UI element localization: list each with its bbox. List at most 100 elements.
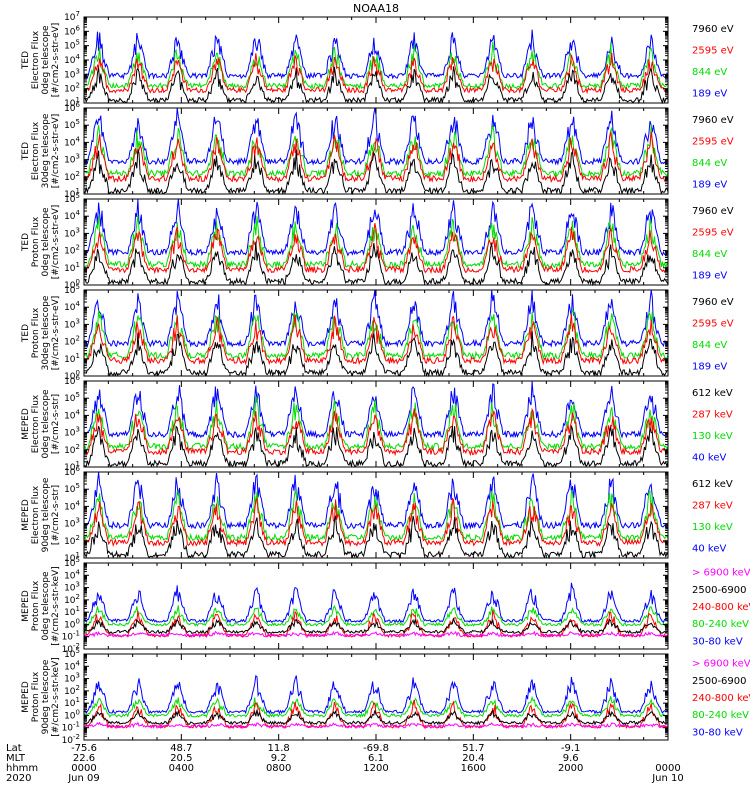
y-tick-label: 104 (64, 659, 80, 672)
y-tick-label: 10-2 (62, 642, 80, 655)
panel-frame (83, 380, 669, 468)
series-trace-189-ev (83, 198, 669, 257)
y-tick-label: 101 (64, 187, 80, 200)
y-axis-label: TEDElectron Flux0deg telescope[#/cm2-s-s… (21, 23, 61, 98)
legend-189-ev: 189 eV (692, 179, 727, 190)
legend-240-800-kev: 240-800 keV (692, 602, 750, 613)
y-tick-label: 102 (64, 335, 80, 348)
legend--6900-kev: > 6900 keV (692, 568, 750, 579)
y-tick-label: 103 (64, 517, 80, 530)
y-axis-label: MEPEDElectron Flux90deg telescope[#/cm2-… (21, 477, 61, 552)
x-tick-label-date: Jun 09 (67, 773, 100, 784)
series-trace-7960-ev (83, 66, 668, 105)
y-tick-label: 100 (64, 369, 80, 382)
x-tick-label-lat: 51.7 (462, 743, 484, 754)
legend-30-80-kev: 30-80 keV (692, 727, 743, 738)
y-tick-label: 103 (64, 581, 80, 594)
y-tick-label: 106 (64, 374, 80, 387)
series-trace-189-ev (83, 289, 669, 349)
legend-80-240-kev: 80-240 keV (692, 710, 749, 721)
y-tick-label: 10-1 (62, 721, 80, 734)
chart-title: NOAA18 (353, 2, 399, 15)
y-tick-label: 103 (64, 153, 80, 166)
series-trace--6900-kev (83, 630, 669, 639)
y-tick-label: 102 (64, 443, 80, 456)
y-tick-label: 101 (64, 261, 80, 274)
series-trace-2595-ev (83, 131, 669, 184)
x-tick-label-mlt: 9.2 (271, 753, 287, 764)
series-trace-40-kev (83, 380, 669, 440)
y-axis-label: TEDProton Flux0deg telescope[#/cm2-s-str… (21, 205, 61, 280)
y-tick-label: 100 (64, 617, 80, 630)
legend-612-kev: 612 keV (692, 388, 733, 399)
series-trace-189-ev (83, 107, 669, 167)
x-tick-label-mlt: 20.4 (462, 753, 484, 764)
x-tick-label-lat: -69.8 (363, 743, 389, 754)
series-trace-2595-ev (83, 223, 669, 275)
legend-844-ev: 844 eV (692, 158, 727, 169)
legend-7960-ev: 7960 eV (692, 297, 734, 308)
legend-2595-ev: 2595 eV (692, 136, 734, 147)
y-tick-label: 102 (64, 534, 80, 547)
legend-7960-ev: 7960 eV (692, 24, 734, 35)
panel-frame (83, 471, 669, 559)
legend-2595-ev: 2595 eV (692, 318, 734, 329)
series-trace-2500-6900 (83, 618, 669, 635)
y-tick-label: 104 (64, 408, 80, 421)
y-tick-label: 105 (64, 482, 80, 495)
x-tick-label-lat: 48.7 (170, 743, 192, 754)
legend-189-ev: 189 eV (692, 88, 727, 99)
series-trace-80-240-kev (83, 695, 669, 719)
y-tick-label: 10-2 (62, 733, 80, 746)
x-tick-label-hhmm: 1200 (363, 763, 388, 774)
x-tick-label-hhmm: 0000 (655, 763, 680, 774)
x-tick-label-mlt: 20.5 (170, 753, 192, 764)
series-trace-2595-ev (83, 313, 669, 366)
y-axis-label: TEDProton Flux30deg telescope[#/cm2-s-st… (21, 295, 61, 370)
x-tick-label-hhmm: 0800 (266, 763, 291, 774)
x-tick-label-hhmm: 2000 (558, 763, 583, 774)
y-tick-label: 104 (64, 568, 80, 581)
y-tick-label: 103 (64, 426, 80, 439)
series-trace-7960-ev (83, 149, 669, 196)
legend-130-kev: 130 keV (692, 522, 733, 533)
x-tick-label-lat: -9.1 (561, 743, 581, 754)
y-tick-label: 103 (64, 317, 80, 330)
y-tick-label: 102 (64, 684, 80, 697)
y-tick-label: 102 (64, 593, 80, 606)
y-tick-label: 104 (64, 209, 80, 222)
series-trace-30-80-kev (83, 674, 669, 715)
y-tick-label: 101 (64, 96, 80, 109)
y-axis-label: TEDElectron Flux30deg telescope[#/cm2-s-… (21, 113, 61, 188)
x-tick-label-date: Jun 10 (651, 773, 684, 784)
y-tick-label: 102 (64, 244, 80, 257)
series-trace-844-ev (83, 41, 669, 91)
y-tick-label: 106 (64, 24, 80, 37)
legend-844-ev: 844 eV (692, 249, 727, 260)
legend-40-kev: 40 keV (692, 543, 726, 554)
y-tick-label: 101 (64, 551, 80, 564)
x-tick-label-lat: 11.8 (268, 743, 290, 754)
series-trace-612-kev (83, 515, 669, 560)
x-tick-label-hhmm: 0400 (169, 763, 194, 774)
x-row-label-2020: 2020 (6, 773, 31, 784)
y-tick-label: 104 (64, 499, 80, 512)
legend-2595-ev: 2595 eV (692, 45, 734, 56)
legend-2500-6900: 2500-6900 (692, 676, 747, 687)
legend-844-ev: 844 eV (692, 340, 727, 351)
legend-240-800-kev: 240-800 keV (692, 693, 750, 704)
legend-844-ev: 844 eV (692, 67, 727, 78)
series-trace-2595-ev (83, 52, 669, 95)
legend-30-80-kev: 30-80 keV (692, 636, 743, 647)
series-trace-612-kev (83, 425, 669, 469)
y-tick-label: 105 (64, 118, 80, 131)
x-tick-label-mlt: 6.1 (368, 753, 384, 764)
y-tick-label: 103 (64, 226, 80, 239)
series-trace-189-ev (83, 29, 669, 80)
